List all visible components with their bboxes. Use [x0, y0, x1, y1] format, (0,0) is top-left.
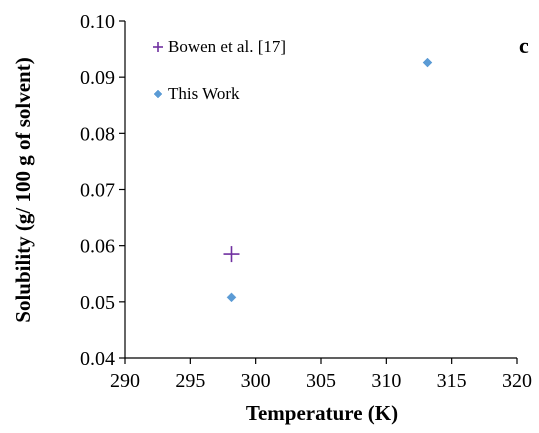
legend-label-bowen: Bowen et al. [17]: [168, 37, 286, 56]
x-tick-label: 295: [175, 370, 205, 392]
y-tick-label: 0.04: [80, 348, 115, 370]
legend-label-this-work: This Work: [168, 84, 240, 103]
legend-item-bowen: Bowen et al. [17]: [153, 37, 286, 56]
data-point-diamond: [226, 292, 237, 303]
y-tick-label: 0.05: [80, 292, 115, 314]
y-tick-label: 0.07: [80, 180, 115, 202]
x-axis-title: Temperature (K): [246, 401, 398, 425]
legend: Bowen et al. [17] This Work: [153, 37, 286, 103]
x-tick-label: 310: [371, 370, 401, 392]
x-tick-label: 290: [110, 370, 140, 392]
y-tick-label: 0.06: [80, 236, 115, 258]
x-tick-label: 305: [306, 370, 336, 392]
x-axis-ticks: 290 295 300 305 310 315 320: [110, 358, 532, 392]
y-axis-ticks: 0.04 0.05 0.06 0.07 0.08 0.09 0.10: [80, 11, 125, 370]
y-axis-title: Solubility (g/ 100 g of solvent): [11, 57, 35, 322]
x-tick-label: 320: [502, 370, 532, 392]
panel-label: c: [519, 33, 529, 58]
legend-plus-glyph: [153, 42, 163, 52]
y-tick-label: 0.08: [80, 123, 115, 145]
axes: [124, 21, 517, 359]
legend-plus-marker: [153, 42, 163, 52]
legend-item-this-work: This Work: [153, 84, 240, 103]
y-tick-label: 0.10: [80, 11, 115, 33]
x-tick-label: 300: [241, 370, 271, 392]
y-tick-label: 0.09: [80, 67, 115, 89]
data-point-diamond: [422, 57, 433, 68]
x-tick-label: 315: [437, 370, 467, 392]
legend-diamond-glyph: [153, 89, 163, 99]
data-points: [223, 57, 433, 303]
legend-diamond-marker: [153, 89, 163, 99]
data-point-plus: [223, 246, 240, 263]
